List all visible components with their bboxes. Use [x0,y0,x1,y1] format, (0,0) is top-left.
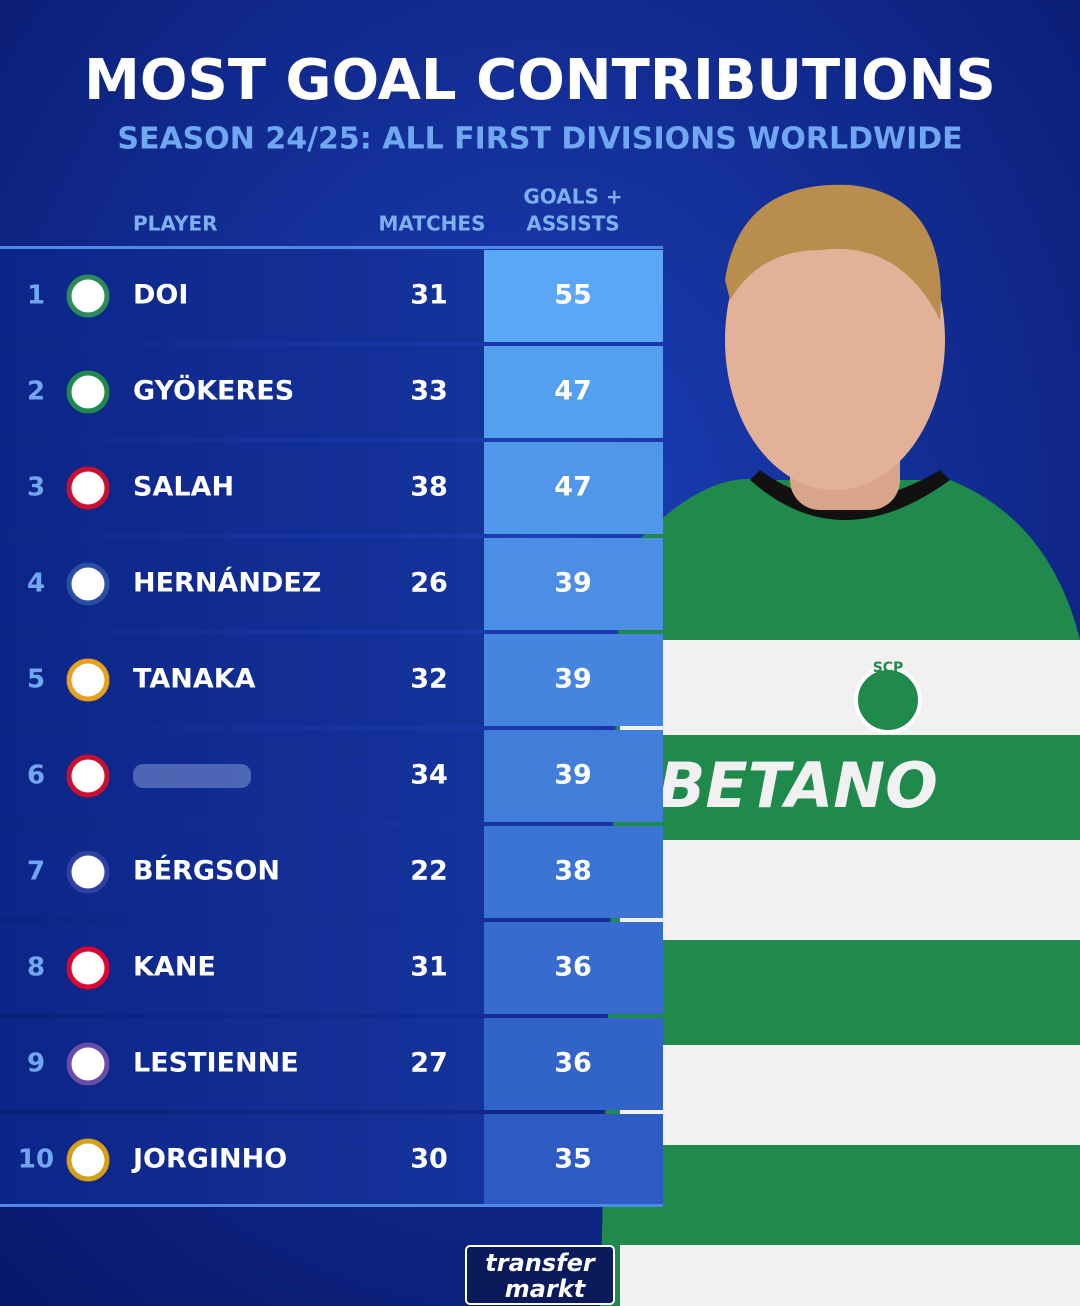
brand-text: markt [505,1275,587,1303]
player-name: JORGINHO [131,1144,287,1175]
club-logo [66,274,110,318]
crest-text: SCP [873,660,904,676]
rank: 1 [27,281,45,311]
rank: 10 [18,1145,54,1175]
club-logo [66,370,110,414]
value-cell [484,250,663,342]
brand-logo: transfer markt [465,1245,615,1305]
rank: 4 [27,569,45,599]
brand-text: transfer [485,1249,597,1277]
goals-assists: 35 [554,1144,592,1175]
player-name: LESTIENNE [133,1048,299,1079]
club-logo [66,1138,110,1182]
value-cell [484,346,663,438]
blurred-name [133,764,251,788]
goals-assists: 55 [554,280,592,311]
value-cell [484,1114,663,1206]
value-cell [484,634,663,726]
matches: 33 [410,376,448,407]
goals-assists: 47 [554,472,592,503]
goals-assists: 39 [554,664,592,695]
matches: 31 [410,952,448,983]
footer-rule [0,1204,663,1207]
goals-assists: 36 [554,952,592,983]
player-name: HERNÁNDEZ [133,567,321,599]
sponsor: BETANO [658,749,938,822]
club-logo [66,850,110,894]
club-logo [66,946,110,990]
rank: 6 [27,761,45,791]
player-name: SALAH [133,472,234,503]
player-photo: SCP BETANO [600,184,1080,1306]
column-header: MATCHES [379,212,486,236]
matches: 26 [410,568,448,599]
player-name: GYÖKERES [133,374,294,407]
rank: 2 [27,377,45,407]
rank: 3 [27,473,45,503]
rank: 5 [27,665,45,695]
matches: 32 [410,664,448,695]
value-cell [484,730,663,822]
matches: 22 [410,856,448,887]
club-logo [66,1042,110,1086]
value-cell [484,826,663,918]
matches: 34 [410,760,448,791]
player-name: BÉRGSON [133,855,280,887]
matches: 30 [410,1144,448,1175]
value-cell [484,442,663,534]
column-header: GOALS + [523,185,622,209]
club-logo [66,754,110,798]
goals-assists: 47 [554,376,592,407]
player-name: TANAKA [133,664,256,695]
player-name: KANE [133,952,216,983]
player-name: DOI [133,280,188,311]
club-logo [66,562,110,606]
goals-assists: 36 [554,1048,592,1079]
rank: 9 [27,1049,45,1079]
rank: 8 [27,953,45,983]
header-rule [0,246,663,249]
goals-assists: 38 [554,856,592,887]
title: MOST GOAL CONTRIBUTIONS [84,48,996,113]
value-cell [484,922,663,1014]
matches: 27 [410,1048,448,1079]
matches: 31 [410,280,448,311]
column-header: ASSISTS [526,212,619,236]
column-header: PLAYER [133,212,218,236]
goals-assists: 39 [554,568,592,599]
subtitle: SEASON 24/25: ALL FIRST DIVISIONS WORLDW… [117,122,962,157]
club-logo [66,466,110,510]
matches: 38 [410,472,448,503]
rank: 7 [27,857,45,887]
goals-assists: 39 [554,760,592,791]
value-cell [484,1018,663,1110]
value-cell [484,538,663,630]
club-logo [66,658,110,702]
